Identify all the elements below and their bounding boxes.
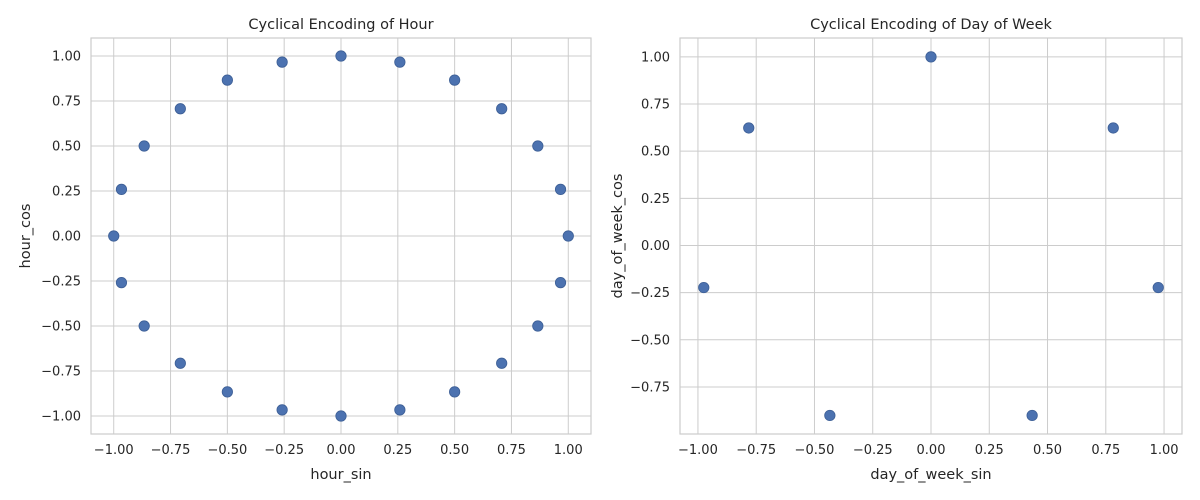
- scatter-point: [824, 409, 836, 422]
- scatter-point: [532, 140, 544, 152]
- scatter-point: [138, 140, 150, 152]
- y-tick-label: −0.50: [41, 320, 81, 335]
- y-tick-label: −0.75: [630, 380, 670, 395]
- scatter-point: [449, 74, 461, 86]
- y-tick-label: 0.25: [52, 185, 81, 200]
- chart-title: Cyclical Encoding of Day of Week: [810, 17, 1052, 33]
- plot-frame: [90, 37, 592, 435]
- grid: [680, 38, 1182, 434]
- scatter-point: [335, 410, 347, 422]
- y-tick-label: 1.00: [52, 50, 81, 65]
- scatter-point: [394, 404, 406, 416]
- x-tick-label: 0.75: [497, 443, 526, 458]
- x-tick-label: −0.25: [853, 443, 893, 458]
- scatter-point: [174, 103, 186, 115]
- grid: [91, 38, 591, 434]
- x-axis-ticks: −1.00 −0.75 −0.50 −0.25 0.00 0.25 0.50 0.75 1.00: [678, 443, 1179, 458]
- scatter-points: [698, 51, 1164, 422]
- x-tick-label: 0.50: [440, 443, 469, 458]
- scatter-point: [115, 183, 128, 195]
- y-tick-label: −0.25: [41, 275, 81, 290]
- scatter-points: [108, 50, 574, 422]
- x-tick-label: −1.00: [678, 443, 718, 458]
- y-tick-label: −0.25: [630, 286, 670, 301]
- scatter-point: [496, 103, 508, 115]
- scatter-point: [335, 50, 347, 62]
- x-tick-label: 1.00: [554, 443, 583, 458]
- scatter-point: [221, 386, 233, 398]
- x-tick-label: 0.00: [327, 443, 356, 458]
- scatter-point: [532, 320, 544, 332]
- chart-title: Cyclical Encoding of Hour: [248, 17, 433, 33]
- scatter-point: [743, 122, 755, 134]
- x-axis-label: day_of_week_sin: [870, 467, 991, 483]
- y-axis-label: hour_cos: [18, 204, 34, 269]
- y-axis-label: day_of_week_cos: [610, 174, 626, 299]
- x-tick-label: 1.00: [1150, 443, 1179, 458]
- scatter-point: [925, 51, 937, 63]
- scatter-point: [394, 56, 406, 68]
- x-tick-label: 0.50: [1033, 443, 1062, 458]
- scatter-point: [221, 74, 233, 86]
- x-tick-label: 0.75: [1091, 443, 1120, 458]
- y-tick-label: 0.50: [641, 145, 670, 160]
- x-tick-label: −0.25: [264, 443, 304, 458]
- scatter-point: [554, 277, 567, 289]
- x-tick-label: 0.25: [975, 443, 1004, 458]
- y-tick-label: 0.25: [641, 192, 670, 207]
- scatter-point: [174, 357, 186, 369]
- y-tick-label: 0.00: [52, 230, 81, 245]
- scatter-point: [449, 386, 461, 398]
- scatter-point: [562, 230, 574, 242]
- scatter-point: [698, 281, 710, 294]
- x-axis-label: hour_sin: [310, 467, 371, 483]
- scatter-point: [1107, 122, 1119, 134]
- y-tick-label: 0.00: [641, 239, 670, 254]
- x-tick-label: 0.00: [917, 443, 946, 458]
- scatter-point: [108, 230, 120, 242]
- y-axis-ticks: −1.00 −0.75 −0.50 −0.25 0.00 0.25 0.50 0.75 1.00: [41, 50, 81, 425]
- day-of-week-encoding-plot: Cyclical Encoding of Day of Week −1.00 −0…: [610, 17, 1183, 483]
- x-tick-label: −0.50: [795, 443, 835, 458]
- y-tick-label: 1.00: [641, 50, 670, 65]
- y-tick-label: 0.50: [52, 140, 81, 155]
- hour-encoding-plot: Cyclical Encoding of Hour −1.00 −0.75 −0.5…: [18, 17, 592, 483]
- plot-frame: [679, 37, 1183, 435]
- scatter-point: [115, 277, 128, 289]
- x-tick-label: −0.75: [151, 443, 191, 458]
- scatter-point: [276, 56, 288, 68]
- scatter-point: [1026, 409, 1038, 422]
- x-tick-label: −0.50: [207, 443, 247, 458]
- x-tick-label: 0.25: [383, 443, 412, 458]
- scatter-point: [276, 404, 288, 416]
- y-tick-label: 0.75: [641, 98, 670, 113]
- y-tick-label: −1.00: [41, 410, 81, 425]
- y-tick-label: −0.75: [41, 365, 81, 380]
- scatter-point: [496, 357, 508, 369]
- y-tick-label: 0.75: [52, 95, 81, 110]
- y-tick-label: −0.50: [630, 333, 670, 348]
- x-axis-ticks: −1.00 −0.75 −0.50 −0.25 0.00 0.25 0.50 0.75 1.00: [94, 443, 583, 458]
- y-axis-ticks: −0.75 −0.50 −0.25 0.00 0.25 0.50 0.75 1.00: [630, 50, 670, 395]
- scatter-point: [1152, 281, 1164, 294]
- x-tick-label: −1.00: [94, 443, 134, 458]
- scatter-point: [554, 183, 567, 195]
- scatter-point: [138, 320, 150, 332]
- x-tick-label: −0.75: [736, 443, 776, 458]
